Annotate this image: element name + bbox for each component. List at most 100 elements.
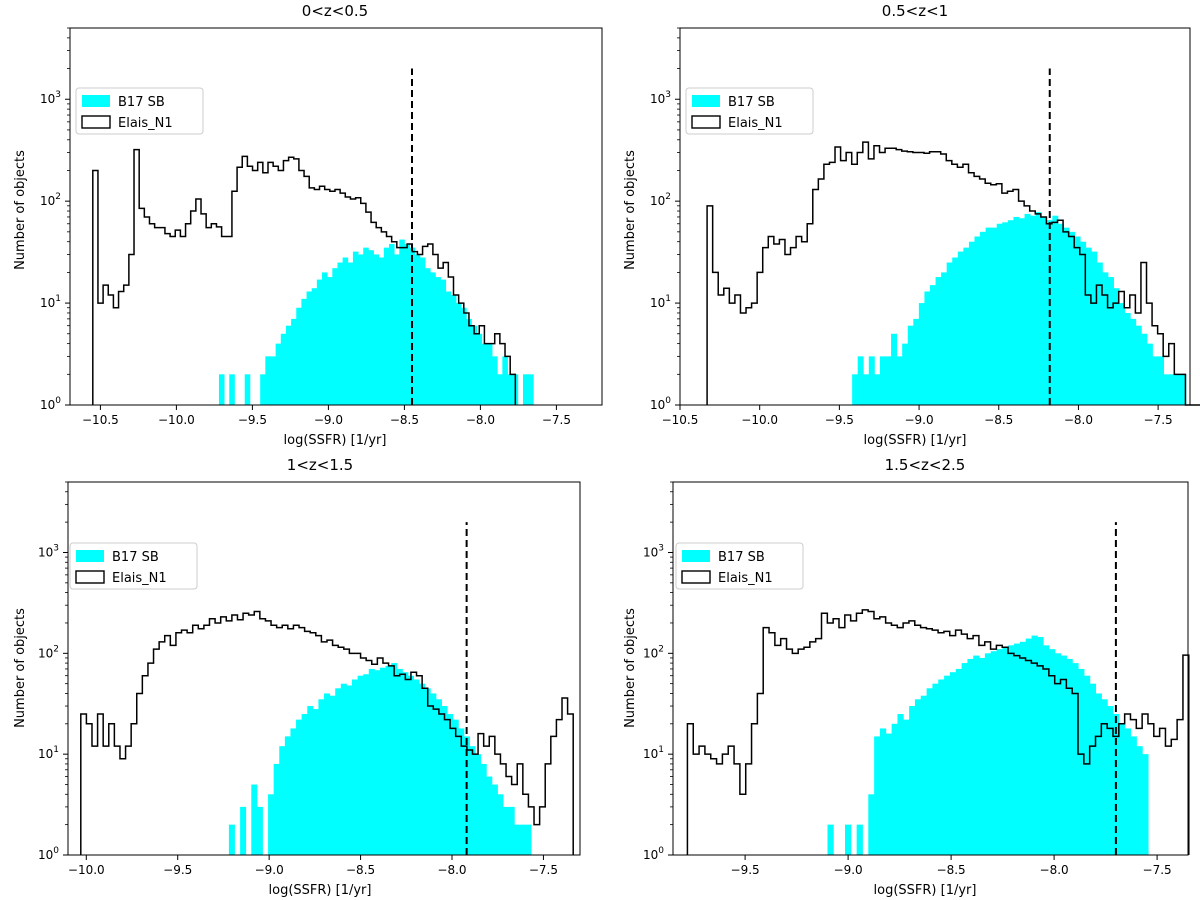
legend-swatch-elais-n1: [691, 115, 721, 129]
b17-sb-bar: [938, 679, 945, 855]
b17-sb-bar: [952, 257, 959, 405]
b17-sb-bar: [260, 374, 266, 405]
b17-sb-bar: [322, 272, 328, 405]
b17-sb-bar: [885, 356, 892, 405]
plot-area-3: −9.5 −9.0 −8.5 −8.0 −7.5 100 101 102 103: [643, 481, 1190, 877]
legend: B17 SB Elais_N1: [675, 542, 804, 590]
b17-sb-bar: [296, 719, 303, 855]
b17-sb-bar: [455, 303, 462, 405]
b17-sb-bar: [391, 663, 398, 855]
b17-sb-bar: [419, 257, 426, 405]
b17-sb-bar: [290, 728, 297, 855]
b17-sb-bar: [265, 356, 271, 405]
b17-sb-bar: [419, 683, 426, 855]
b17-sb-bar: [229, 374, 235, 405]
b17-sb-bar: [307, 706, 314, 855]
b17-sb-bar: [450, 295, 457, 405]
b17-sb-bar: [1119, 303, 1126, 405]
b17-sb-bar: [914, 699, 922, 855]
b17-sb-bar: [480, 763, 487, 855]
b17-sb-bar: [383, 247, 390, 405]
elais-n1-step-line: [686, 609, 1190, 855]
b17-sb-bar: [935, 277, 942, 405]
elais-n1-step-line: [706, 141, 1200, 406]
y-tick-label: 103: [38, 543, 59, 559]
legend-swatch-b17-sb: [82, 95, 110, 107]
panel-title: 1.5<z<2.5: [885, 456, 966, 474]
b17-sb-bar: [273, 763, 280, 855]
axes-frame: [67, 481, 581, 856]
b17-sb-bar: [990, 651, 997, 855]
x-tick-label: −9.0: [314, 413, 343, 427]
legend: B17 SB Elais_N1: [69, 542, 198, 590]
b17-sb-bar: [244, 374, 251, 405]
b17-sb-bar: [357, 675, 364, 855]
b17-sb-bar: [1124, 312, 1131, 405]
b17-sb-bar: [368, 668, 375, 855]
b17-sb-bar: [967, 658, 974, 855]
b17-sb-bar: [458, 728, 465, 855]
y-tick-label: 102: [643, 644, 664, 660]
b17-sb-bar: [1163, 374, 1170, 405]
x-tick-label: −9.5: [163, 863, 192, 877]
b17-sb-bar: [913, 318, 920, 405]
b17-sb-bar: [1107, 277, 1114, 405]
y-axis-label: Number of objects: [13, 150, 28, 270]
panel-title: 0.5<z<1: [882, 2, 948, 20]
b17-sb-bar: [240, 806, 247, 855]
b17-sb-bar: [844, 824, 852, 855]
b17-sb-bar: [1018, 218, 1025, 405]
b17-sb-bar: [275, 343, 282, 405]
x-tick-label: −9.5: [825, 413, 854, 427]
b17-sb-bar: [396, 668, 403, 855]
b17-sb-bar: [291, 318, 297, 405]
b17-sb-bar: [373, 254, 380, 405]
b17-sb-bar: [868, 356, 875, 405]
b17-sb-bar: [1141, 333, 1148, 405]
b17-sb-bar: [324, 693, 331, 855]
legend-label-b17-sb: B17 SB: [118, 95, 165, 110]
b17-sb-bar: [1052, 215, 1059, 405]
y-axis-label: Number of objects: [13, 608, 28, 728]
b17-sb-bar: [932, 683, 939, 855]
y-tick-label: 100: [40, 396, 61, 412]
axes-frame: [672, 481, 1189, 856]
b17-sb-bar: [508, 806, 515, 855]
b17-sb-bar: [435, 699, 442, 855]
b17-sb-bar: [926, 688, 933, 855]
panel-title: 1<z<1.5: [287, 456, 353, 474]
panel-1-z-0.5-1: 0.5<z<1 Number of objects log(SSFR) [1/y…: [623, 2, 966, 448]
legend-label-elais-n1: Elais_N1: [718, 571, 773, 586]
b17-sb-bar: [1158, 356, 1165, 405]
legend-swatch-elais-n1: [681, 570, 711, 584]
b17-sb-bar: [352, 679, 359, 855]
b17-sb-bar: [358, 254, 364, 405]
x-axis-label: log(SSFR) [1/yr]: [864, 433, 967, 448]
b17-sb-bar: [1091, 251, 1098, 405]
b17-sb-bar: [497, 374, 503, 405]
b17-sb-bar: [863, 374, 870, 405]
b17-sb-bar: [280, 333, 287, 405]
b17-sb-bar: [985, 227, 992, 405]
b17-sb-bar: [1002, 647, 1009, 855]
b17-sb-bar: [1014, 643, 1021, 855]
legend-swatch-b17-sb: [76, 550, 104, 562]
b17-sb-bar: [856, 824, 863, 855]
b17-sb-bar: [1124, 728, 1132, 855]
b17-sb-bar: [984, 653, 992, 855]
b17-sb-bar: [342, 257, 349, 405]
b17-sb-bar: [980, 231, 987, 405]
b17-sb-bar: [347, 262, 354, 405]
x-tick-label: −8.5: [984, 413, 1013, 427]
legend-swatch-b17-sb: [682, 550, 710, 562]
y-axis-label: Number of objects: [623, 608, 638, 728]
x-tick-label: −8.0: [437, 863, 466, 877]
b17-sb-bar: [486, 343, 493, 405]
b17-sb-bar: [306, 291, 313, 405]
b17-sb-bar: [318, 699, 325, 855]
b17-sb-bar: [918, 303, 925, 405]
b17-sb-bar: [502, 356, 508, 405]
b17-sb-bar: [1041, 216, 1048, 405]
b17-sb-bar: [1169, 374, 1176, 405]
